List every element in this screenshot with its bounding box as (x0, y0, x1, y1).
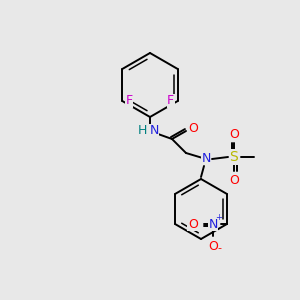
Text: F: F (167, 94, 174, 107)
Text: F: F (126, 94, 133, 107)
Text: H: H (137, 124, 147, 137)
Text: N: N (201, 152, 211, 164)
Text: N: N (149, 124, 159, 137)
Text: O: O (229, 128, 239, 140)
Text: O: O (188, 122, 198, 134)
Text: -: - (217, 243, 221, 253)
Text: O: O (208, 239, 218, 253)
Text: N: N (208, 218, 218, 230)
Text: S: S (230, 150, 238, 164)
Text: O: O (188, 218, 198, 230)
Text: +: + (215, 214, 222, 223)
Text: O: O (229, 173, 239, 187)
